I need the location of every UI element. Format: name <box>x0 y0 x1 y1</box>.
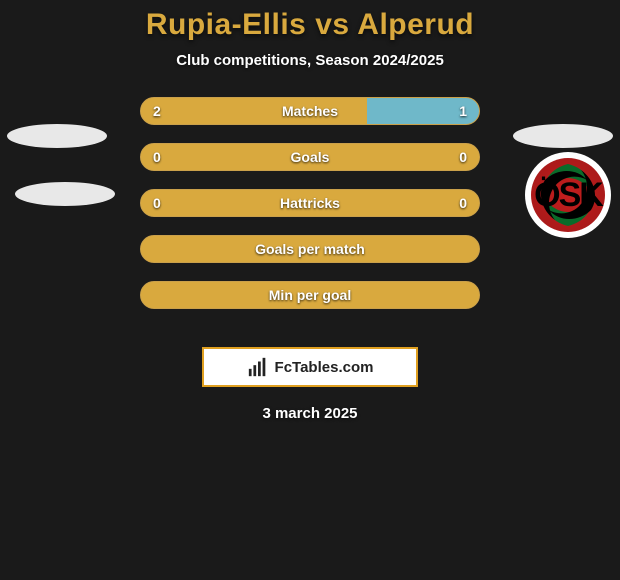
brand-badge: FcTables.com <box>202 347 418 387</box>
bar-value-right: 0 <box>459 190 467 216</box>
comparison-chart: ÖSK Matches21Goals00Hattricks00Goals per… <box>0 97 620 327</box>
player-left-badge-2 <box>10 149 120 239</box>
stat-bar: Min per goal <box>140 281 480 309</box>
bars-icon <box>247 356 269 378</box>
bar-value-left: 0 <box>153 190 161 216</box>
bar-value-left: 0 <box>153 144 161 170</box>
player-right-club-logo: ÖSK <box>518 145 618 245</box>
bars-group: Matches21Goals00Hattricks00Goals per mat… <box>140 97 480 309</box>
brand-text: FcTables.com <box>275 359 374 376</box>
placeholder-icon <box>15 182 115 206</box>
stat-bar: Goals0 0 <box>140 143 480 171</box>
bar-label: Goals per match <box>141 236 479 262</box>
page-title: Rupia-Ellis vs Alperud <box>0 8 620 42</box>
stat-bar: Goals per match <box>140 235 480 263</box>
placeholder-icon <box>7 124 107 148</box>
bar-label: Matches <box>141 98 479 124</box>
bar-label: Hattricks <box>141 190 479 216</box>
stat-bar: Hattricks0 0 <box>140 189 480 217</box>
bar-value-right: 0 <box>459 144 467 170</box>
date-label: 3 march 2025 <box>0 405 620 422</box>
bar-value-left: 2 <box>153 98 161 124</box>
subtitle: Club competitions, Season 2024/2025 <box>0 52 620 69</box>
bar-label: Min per goal <box>141 282 479 308</box>
bar-label: Goals <box>141 144 479 170</box>
stat-bar: Matches2 1 <box>140 97 480 125</box>
bar-value-right: 1 <box>459 98 467 124</box>
club-logo-text: ÖSK <box>534 176 602 215</box>
